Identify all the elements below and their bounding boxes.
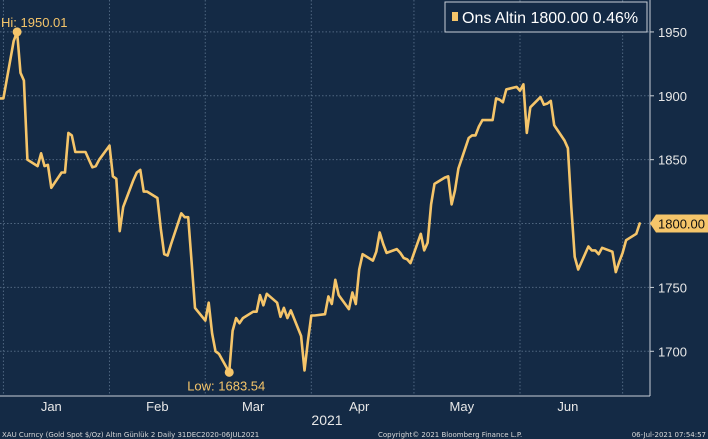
footer-right: 06-Jul-2021 07:54:57 bbox=[632, 431, 706, 439]
x-tick-label: May bbox=[450, 399, 475, 414]
high-annotation: Hi: 1950.01 bbox=[1, 15, 68, 30]
x-tick-label: Jun bbox=[557, 399, 578, 414]
y-tick-label: 1750 bbox=[658, 280, 687, 295]
legend-label: Ons Altin 1800.00 0.46% bbox=[462, 10, 638, 27]
legend-box bbox=[444, 1, 648, 33]
footer-left: XAU Curncy (Gold Spot $/Oz) Altın Günlük… bbox=[2, 431, 259, 439]
x-axis-year-label: 2021 bbox=[311, 412, 342, 428]
low-annotation: Low: 1683.54 bbox=[187, 378, 265, 393]
y-axis-ticks: 1700 1750 1850 1900 1950 bbox=[650, 25, 687, 359]
footer-center: Copyright© 2021 Bloomberg Finance L.P. bbox=[378, 431, 522, 439]
x-tick-label: Jan bbox=[41, 399, 62, 414]
x-tick-label: Feb bbox=[146, 399, 168, 414]
footer-bar bbox=[0, 428, 708, 439]
series-line-ons-altin bbox=[0, 30, 641, 374]
y-tick-label: 1850 bbox=[658, 153, 687, 168]
grid-lines bbox=[0, 0, 651, 397]
last-value-badge: 1800.00 bbox=[650, 214, 708, 233]
legend: Ons Altin 1800.00 0.46% bbox=[444, 1, 648, 33]
y-tick-label: 1950 bbox=[658, 25, 687, 40]
x-axis-ticks: Jan Feb Mar Apr May Jun bbox=[41, 399, 579, 414]
x-tick-label: Apr bbox=[349, 399, 370, 414]
last-value-label: 1800.00 bbox=[658, 217, 705, 232]
low-point-marker bbox=[224, 367, 234, 377]
x-tick-label: Mar bbox=[242, 399, 265, 414]
y-tick-label: 1900 bbox=[658, 89, 687, 104]
high-point-marker bbox=[12, 27, 22, 37]
legend-swatch bbox=[452, 12, 458, 21]
y-tick-label: 1700 bbox=[658, 344, 687, 359]
